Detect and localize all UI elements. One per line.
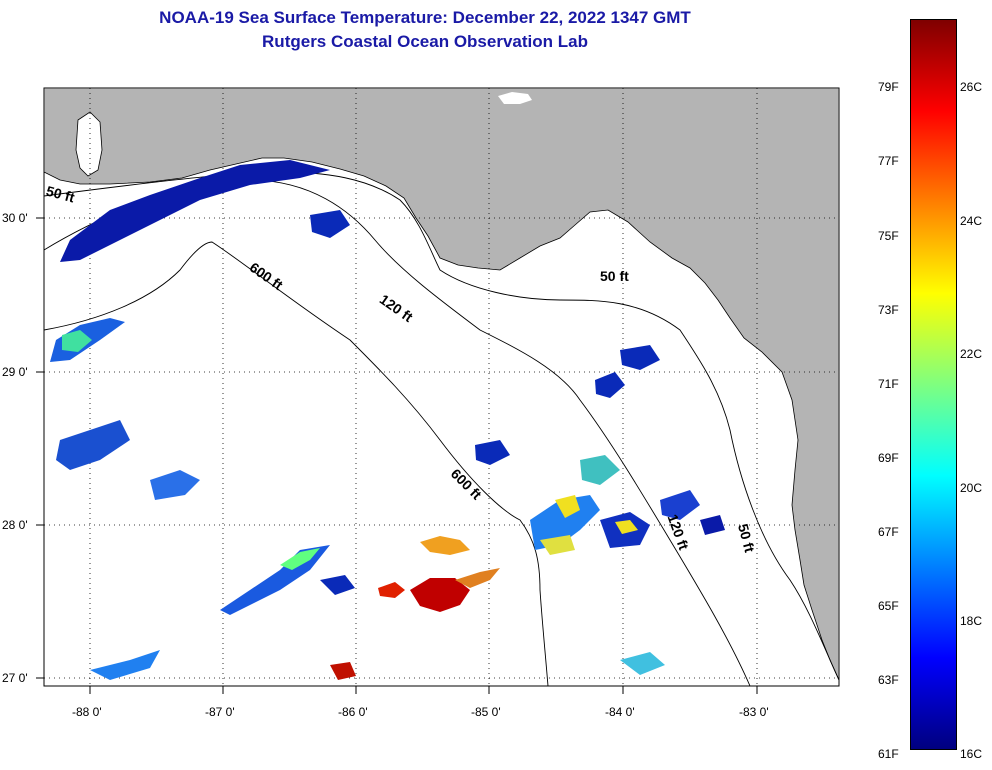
colorbar-c-18: 18C xyxy=(960,614,983,628)
colorbar-f-79: 79F xyxy=(878,80,899,94)
patch-central-yellow2 xyxy=(540,535,575,555)
colorbar-c-22: 22C xyxy=(960,347,983,361)
inland-lake xyxy=(498,92,532,104)
colorbar-f-61: 61F xyxy=(878,747,899,761)
patch-warm-south xyxy=(330,662,356,680)
colorbar-f-65: 65F xyxy=(878,599,899,613)
map-title: NOAA-19 Sea Surface Temperature: Decembe… xyxy=(159,8,691,27)
colorbar-c-24: 24C xyxy=(960,214,983,228)
colorbar-f-63: 63F xyxy=(878,673,899,687)
patch-warm-core xyxy=(410,578,470,612)
mobile-bay xyxy=(75,111,103,177)
patch-se xyxy=(620,652,665,675)
patch-warm-west xyxy=(378,582,405,598)
patch-north2 xyxy=(310,210,350,238)
lon-label-83: -83 0' xyxy=(739,705,769,719)
patch-west-green xyxy=(62,330,92,352)
colorbar-f-73: 73F xyxy=(878,303,899,317)
patch-sw3 xyxy=(150,470,200,500)
lon-label-87: -87 0' xyxy=(205,705,235,719)
colorbar-f-71: 71F xyxy=(878,377,899,391)
colorbar-f-67: 67F xyxy=(878,525,899,539)
patch-coastal1 xyxy=(595,372,625,398)
lat-label-30: 30 0' xyxy=(2,211,28,225)
sst-patches xyxy=(50,160,725,680)
colorbar-f-77: 77F xyxy=(878,154,899,168)
colorbar-c-16: 16C xyxy=(960,747,983,761)
patch-south2 xyxy=(320,575,355,595)
map-subtitle: Rutgers Coastal Ocean Observation Lab xyxy=(262,32,588,51)
colorbar-c-20: 20C xyxy=(960,481,983,495)
patch-sw2 xyxy=(90,650,160,680)
patch-coastal2 xyxy=(620,345,660,370)
patch-central xyxy=(530,495,600,550)
patch-shelf xyxy=(580,455,620,485)
lon-label-88: -88 0' xyxy=(72,705,102,719)
land xyxy=(43,87,840,681)
patch-sw1 xyxy=(56,420,130,470)
temperature-colorbar xyxy=(910,19,957,750)
patch-bigbend xyxy=(660,490,700,520)
patch-bigbend2 xyxy=(700,515,725,535)
patch-mid xyxy=(475,440,510,465)
contour-label-50ft-north: 50 ft xyxy=(600,268,629,284)
lon-label-85: -85 0' xyxy=(471,705,501,719)
lat-label-29: 29 0' xyxy=(2,365,28,379)
colorbar-c-26: 26C xyxy=(960,80,983,94)
patch-shelf-yellow xyxy=(615,520,638,534)
lat-label-27: 27 0' xyxy=(2,671,28,685)
ticks xyxy=(36,217,758,694)
lon-label-84: -84 0' xyxy=(605,705,635,719)
lat-label-28: 28 0' xyxy=(2,518,28,532)
patch-south1-green xyxy=(280,548,320,570)
patch-warm-north xyxy=(420,536,470,555)
colorbar-f-75: 75F xyxy=(878,229,899,243)
patch-central-yellow xyxy=(555,495,580,518)
land-north xyxy=(43,87,840,681)
patch-warm-east xyxy=(455,568,500,588)
patch-cool-north xyxy=(60,160,330,262)
lon-label-86: -86 0' xyxy=(338,705,368,719)
colorbar-f-69: 69F xyxy=(878,451,899,465)
contour-600ft xyxy=(43,241,549,687)
